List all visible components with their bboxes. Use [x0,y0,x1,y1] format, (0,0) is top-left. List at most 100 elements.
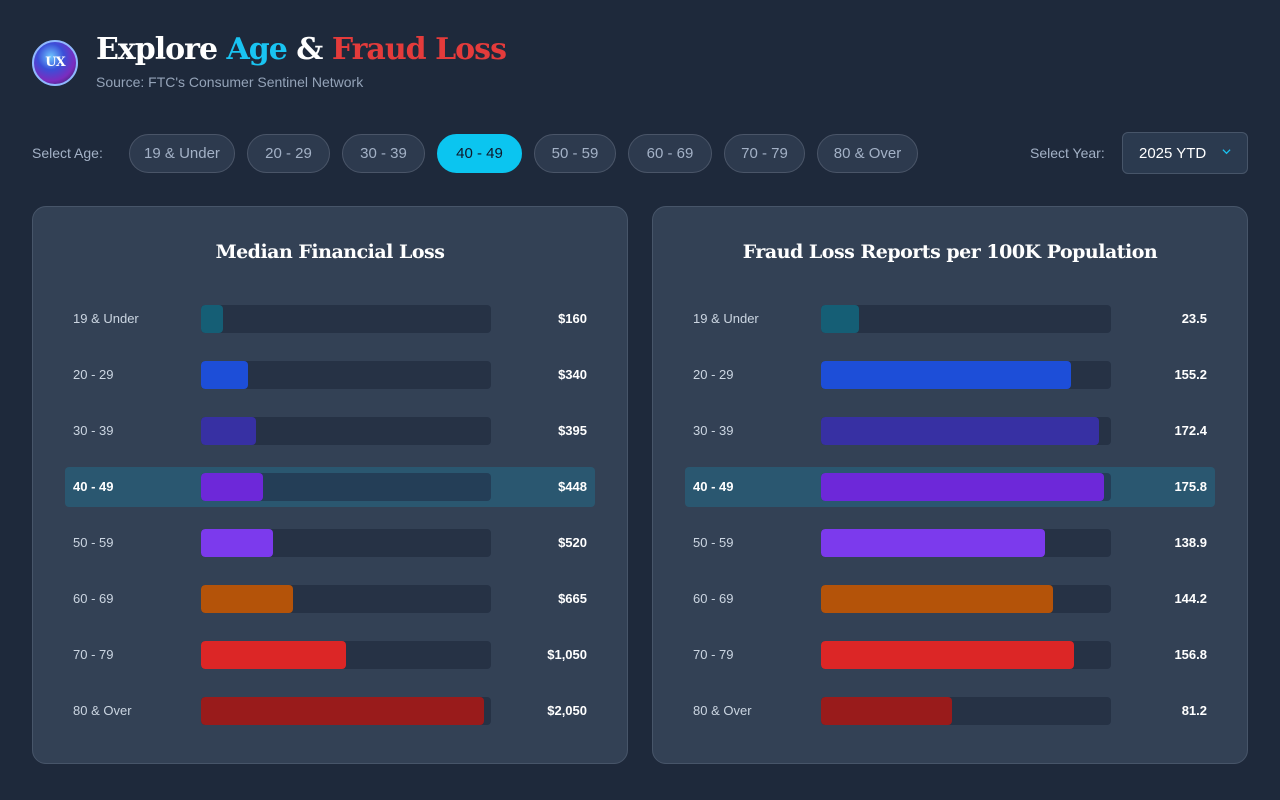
category-label: 70 - 79 [693,647,734,662]
title-explore: Explore [96,32,218,67]
title-block: Explore Age & Fraud Loss Source: FTC's C… [96,32,507,91]
value-label: $340 [558,367,587,382]
bar [201,529,273,557]
bar-row-70-79: 70 - 79 $1,050 [65,635,595,675]
bar-row-60-69: 60 - 69 144.2 [685,579,1215,619]
bar-row-30-39: 30 - 39 172.4 [685,411,1215,451]
category-label: 60 - 69 [73,591,114,606]
bar-row-30-39: 30 - 39 $395 [65,411,595,451]
category-label: 80 & Over [693,703,752,718]
bar-track [821,473,1111,501]
value-label: $665 [558,591,587,606]
bar [821,641,1074,669]
title-amp: & [296,32,323,67]
age-pill-20-29[interactable]: 20 - 29 [247,134,330,173]
category-label: 19 & Under [73,311,139,326]
bar-row-40-49: 40 - 49 175.8 [685,467,1215,507]
age-pill-70-79[interactable]: 70 - 79 [724,134,805,173]
category-label: 80 & Over [73,703,132,718]
category-label: 20 - 29 [693,367,734,382]
category-label: 30 - 39 [693,423,734,438]
value-label: 156.8 [1174,647,1207,662]
category-label: 60 - 69 [693,591,734,606]
value-label: $1,050 [547,647,587,662]
bar-row-80-over: 80 & Over $2,050 [65,691,595,731]
bar-track [201,473,491,501]
category-label: 20 - 29 [73,367,114,382]
value-label: 172.4 [1174,423,1207,438]
bar [821,585,1053,613]
bar-row-20-29: 20 - 29 155.2 [685,355,1215,395]
category-label: 30 - 39 [73,423,114,438]
bar [201,417,256,445]
age-pill-30-39[interactable]: 30 - 39 [342,134,425,173]
bar-row-50-59: 50 - 59 $520 [65,523,595,563]
bar [201,305,223,333]
bar [821,417,1099,445]
bar-track [201,529,491,557]
bar [821,361,1071,389]
bar-row-60-69: 60 - 69 $665 [65,579,595,619]
bar-track [201,697,491,725]
bar-row-50-59: 50 - 59 138.9 [685,523,1215,563]
value-label: 175.8 [1174,479,1207,494]
page-title: Explore Age & Fraud Loss [96,32,507,67]
page-subtitle: Source: FTC's Consumer Sentinel Network [96,74,364,90]
year-select[interactable]: 2025 YTD [1122,132,1248,174]
value-label: 23.5 [1181,311,1207,326]
year-select-value: 2025 YTD [1139,144,1207,162]
value-label: $520 [558,535,587,550]
value-label: $395 [558,423,587,438]
bar-row-19-under: 19 & Under 23.5 [685,299,1215,339]
value-label: 144.2 [1174,591,1207,606]
title-age: Age [226,32,287,67]
filter-controls: Select Age: 19 & Under 20 - 29 30 - 39 4… [32,132,1248,174]
value-label: $160 [558,311,587,326]
bar-row-19-under: 19 & Under $160 [65,299,595,339]
bar [821,529,1045,557]
bar-track [201,641,491,669]
bar [201,361,248,389]
chart-title: Fraud Loss Reports per 100K Population [742,241,1158,263]
bar-track [821,305,1111,333]
bar-track [821,697,1111,725]
value-label: $448 [558,479,587,494]
age-pill-19-under[interactable]: 19 & Under [129,134,235,173]
category-label: 50 - 59 [73,535,114,550]
title-fraud: Fraud Loss [331,32,507,67]
bar-row-80-over: 80 & Over 81.2 [685,691,1215,731]
bar [201,697,484,725]
year-label: Select Year: [1030,145,1105,161]
bar-track [821,529,1111,557]
bar [201,473,263,501]
value-label: 138.9 [1174,535,1207,550]
bar-row-40-49: 40 - 49 $448 [65,467,595,507]
bar [201,641,346,669]
value-label: $2,050 [547,703,587,718]
median-loss-panel: Median Financial Loss 19 & Under $160 20 -… [32,206,628,764]
age-pill-60-69[interactable]: 60 - 69 [628,134,712,173]
chart-title: Median Financial Loss [215,241,445,263]
bar-track [201,417,491,445]
bar-track [201,305,491,333]
bar-track [201,361,491,389]
bar-track [821,641,1111,669]
bar [201,585,293,613]
bar [821,697,952,725]
reports-per-100k-panel: Fraud Loss Reports per 100K Population 1… [652,206,1248,764]
category-label: 19 & Under [693,311,759,326]
bar-track [201,585,491,613]
bar-row-70-79: 70 - 79 156.8 [685,635,1215,675]
age-pill-50-59[interactable]: 50 - 59 [534,134,616,173]
bar-track [821,361,1111,389]
bar-track [821,417,1111,445]
category-label: 70 - 79 [73,647,114,662]
age-pill-40-49[interactable]: 40 - 49 [437,134,522,173]
bar [821,473,1104,501]
value-label: 155.2 [1174,367,1207,382]
header: UX Explore Age & Fraud Loss Source: FTC'… [32,32,507,91]
category-label: 40 - 49 [693,479,734,494]
category-label: 40 - 49 [73,479,114,494]
logo: UX [32,40,78,86]
age-pill-80-over[interactable]: 80 & Over [817,134,918,173]
